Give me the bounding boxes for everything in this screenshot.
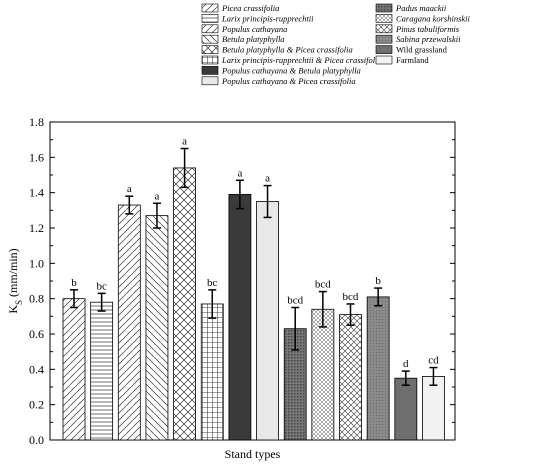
legend-label: Populus cathayana (221, 24, 287, 34)
legend-label: Larix principis-rupprechtii & Picea cras… (221, 55, 382, 65)
y-tick-label: 0.0 (29, 433, 44, 447)
legend-label: Betula platyphylla (222, 34, 285, 44)
significance-label: cd (428, 355, 439, 367)
bar (256, 201, 279, 441)
significance-label: bcd (287, 295, 303, 307)
legend-label: Populus cathayana & Picea crassifolia (221, 76, 356, 86)
y-tick-label: 0.4 (29, 362, 44, 376)
legend-swatch (201, 76, 219, 86)
legend-label: Betula platyphylla & Picea crassifolia (222, 45, 353, 55)
y-axis-title: KS (mm/min) (6, 248, 24, 313)
x-axis-title: Stand types (225, 447, 281, 461)
y-axis-title-sub: S (14, 300, 24, 305)
bar (117, 204, 141, 441)
significance-label: a (155, 190, 160, 202)
legend-label: Wild grassland (396, 45, 448, 55)
legend-swatch (375, 24, 393, 34)
bar (200, 303, 224, 441)
bar (394, 377, 418, 441)
significance-label: a (237, 167, 242, 179)
legend-label: Populus cathayana & Betula platyphylla (221, 65, 361, 75)
legend-swatch (375, 34, 393, 44)
y-axis-title-main: K (6, 305, 20, 314)
legend-swatch (201, 66, 219, 75)
y-tick-label: 1.0 (29, 256, 44, 270)
bar (173, 167, 197, 441)
bar (90, 301, 114, 441)
legend-swatch (375, 55, 393, 65)
y-tick-label: 0.2 (29, 398, 44, 412)
legend-label: Caragana korshinskii (396, 13, 471, 23)
significance-label: b (71, 277, 77, 289)
bar (366, 296, 390, 441)
y-tick-label: 0.6 (29, 327, 44, 341)
y-tick-label: 1.6 (29, 150, 44, 164)
legend-label: Pinus tabuliformis (395, 24, 460, 34)
bar (339, 314, 362, 441)
legend-swatch (375, 14, 393, 23)
legend-label: Padus maackii (395, 3, 447, 13)
significance-label: a (127, 183, 132, 195)
y-tick-label: 1.8 (29, 115, 44, 129)
significance-label: a (182, 136, 187, 148)
legend-label: Larix principis-rupprechtii (221, 13, 314, 23)
legend-label: Sabina przewalskii (396, 34, 461, 44)
legend-swatch (375, 3, 393, 13)
significance-label: b (375, 275, 381, 287)
y-tick-label: 1.4 (29, 186, 44, 200)
y-axis-title-unit: (mm/min) (6, 248, 20, 300)
significance-label: bcd (343, 291, 359, 303)
legend-label: Farmland (396, 55, 429, 65)
y-tick-label: 1.2 (29, 221, 44, 235)
bar (62, 298, 86, 441)
bar (228, 194, 252, 441)
legend-swatch (201, 14, 219, 23)
bar (311, 308, 335, 441)
significance-label: d (403, 358, 409, 370)
significance-label: bc (96, 280, 107, 292)
legend-swatch (201, 3, 219, 13)
legend-swatch (201, 34, 219, 44)
y-tick-label: 0.8 (29, 292, 44, 306)
legend-swatch (201, 55, 219, 65)
bar (145, 215, 169, 441)
legend-swatch (375, 45, 393, 54)
legend-swatch (201, 24, 219, 34)
significance-label: bc (207, 277, 218, 289)
plot-area: 0.0 0.2 0.4 0.6 0.8 1.0 1.2 1.4 1.6 1.8 KS (mm/min… (6, 115, 456, 461)
legend-swatch (201, 45, 219, 54)
significance-label: a (265, 173, 270, 185)
significance-label: bcd (315, 279, 331, 291)
legend-label: Picea crassifolia (221, 3, 279, 13)
